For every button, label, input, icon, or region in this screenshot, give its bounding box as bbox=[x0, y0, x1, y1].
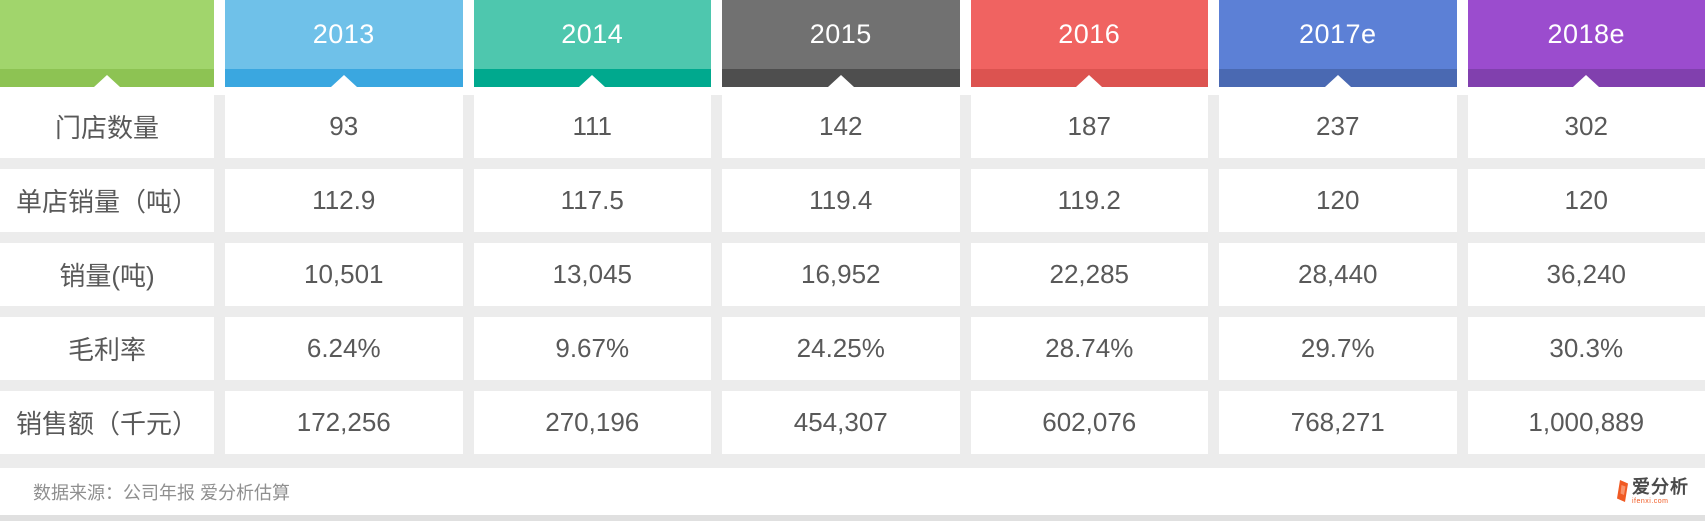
notch-arrow-icon bbox=[1573, 75, 1600, 87]
logo-wordmark: 爱分析 bbox=[1632, 477, 1689, 497]
table-cell: 22,285 bbox=[970, 243, 1208, 306]
column-header-label: 2013 bbox=[225, 0, 463, 69]
table-cell: 119.2 bbox=[970, 169, 1208, 232]
table-cell: 24.25% bbox=[722, 317, 960, 380]
table-cell: 120 bbox=[1219, 169, 1457, 232]
row-label-revenue: 销售额（千元） bbox=[0, 391, 214, 454]
column-header-label: 2017e bbox=[1219, 0, 1457, 69]
table-cell: 30.3% bbox=[1467, 317, 1705, 380]
column-header-2013: 2013 bbox=[225, 0, 463, 87]
table-cell: 28,440 bbox=[1219, 243, 1457, 306]
notch-arrow-icon bbox=[94, 75, 120, 87]
table-cell: 16,952 bbox=[722, 243, 960, 306]
table-cell: 36,240 bbox=[1467, 243, 1705, 306]
column-header-label: 2018e bbox=[1467, 0, 1705, 69]
table-cell: 1,000,889 bbox=[1467, 391, 1705, 454]
table-cell: 29.7% bbox=[1219, 317, 1457, 380]
table-cell: 117.5 bbox=[473, 169, 711, 232]
row-label-gross-margin: 毛利率 bbox=[0, 317, 214, 380]
column-header-2015: 2015 bbox=[722, 0, 960, 87]
table-cell: 120 bbox=[1467, 169, 1705, 232]
column-header-2014: 2014 bbox=[473, 0, 711, 87]
bottom-border-strip bbox=[0, 515, 1705, 521]
table-cell: 119.4 bbox=[722, 169, 960, 232]
notch-arrow-icon bbox=[1324, 75, 1351, 87]
column-header-2018e: 2018e bbox=[1467, 0, 1705, 87]
logo-subtext: ifenxi.com bbox=[1632, 498, 1669, 505]
row-label-stores: 门店数量 bbox=[0, 95, 214, 158]
table-cell: 602,076 bbox=[970, 391, 1208, 454]
table-cell: 28.74% bbox=[970, 317, 1208, 380]
figure-footer: 数据来源：公司年报 爱分析估算 爱分析 ifenxi.com bbox=[0, 468, 1705, 515]
data-source-note: 数据来源：公司年报 爱分析估算 bbox=[33, 482, 290, 503]
column-header-label: 2014 bbox=[473, 0, 711, 69]
column-header-label bbox=[0, 0, 214, 69]
table-cell: 112.9 bbox=[225, 169, 463, 232]
column-header-label: 2015 bbox=[722, 0, 960, 69]
header-body-gap bbox=[0, 87, 1705, 95]
table-cell: 9.67% bbox=[473, 317, 711, 380]
table-header-row: 2013 2014 2015 2016 2017e 2018e bbox=[0, 0, 1705, 87]
ifenxi-logo: 爱分析 ifenxi.com bbox=[1616, 478, 1689, 505]
notch-arrow-icon bbox=[579, 75, 606, 87]
row-label-sales-per-store: 单店销量（吨） bbox=[0, 169, 214, 232]
table-cell: 768,271 bbox=[1219, 391, 1457, 454]
column-header-blank bbox=[0, 0, 214, 87]
column-header-2016: 2016 bbox=[970, 0, 1208, 87]
table-cell: 93 bbox=[225, 95, 463, 158]
flame-icon bbox=[1617, 480, 1628, 502]
table-cell: 111 bbox=[473, 95, 711, 158]
table-cell: 142 bbox=[722, 95, 960, 158]
logo-text-block: 爱分析 ifenxi.com bbox=[1632, 478, 1689, 505]
table-body: 门店数量 93 111 142 187 237 302 单店销量（吨） 112.… bbox=[0, 95, 1705, 468]
table-cell: 187 bbox=[970, 95, 1208, 158]
table-cell: 270,196 bbox=[473, 391, 711, 454]
notch-arrow-icon bbox=[827, 75, 854, 87]
table-cell: 10,501 bbox=[225, 243, 463, 306]
column-header-2017e: 2017e bbox=[1219, 0, 1457, 87]
table-cell: 237 bbox=[1219, 95, 1457, 158]
table-cell: 302 bbox=[1467, 95, 1705, 158]
notch-arrow-icon bbox=[330, 75, 357, 87]
table-cell: 454,307 bbox=[722, 391, 960, 454]
table-cell: 172,256 bbox=[225, 391, 463, 454]
notch-arrow-icon bbox=[1076, 75, 1103, 87]
column-header-label: 2016 bbox=[970, 0, 1208, 69]
table-cell: 6.24% bbox=[225, 317, 463, 380]
table-cell: 13,045 bbox=[473, 243, 711, 306]
row-label-sales-volume: 销量(吨) bbox=[0, 243, 214, 306]
